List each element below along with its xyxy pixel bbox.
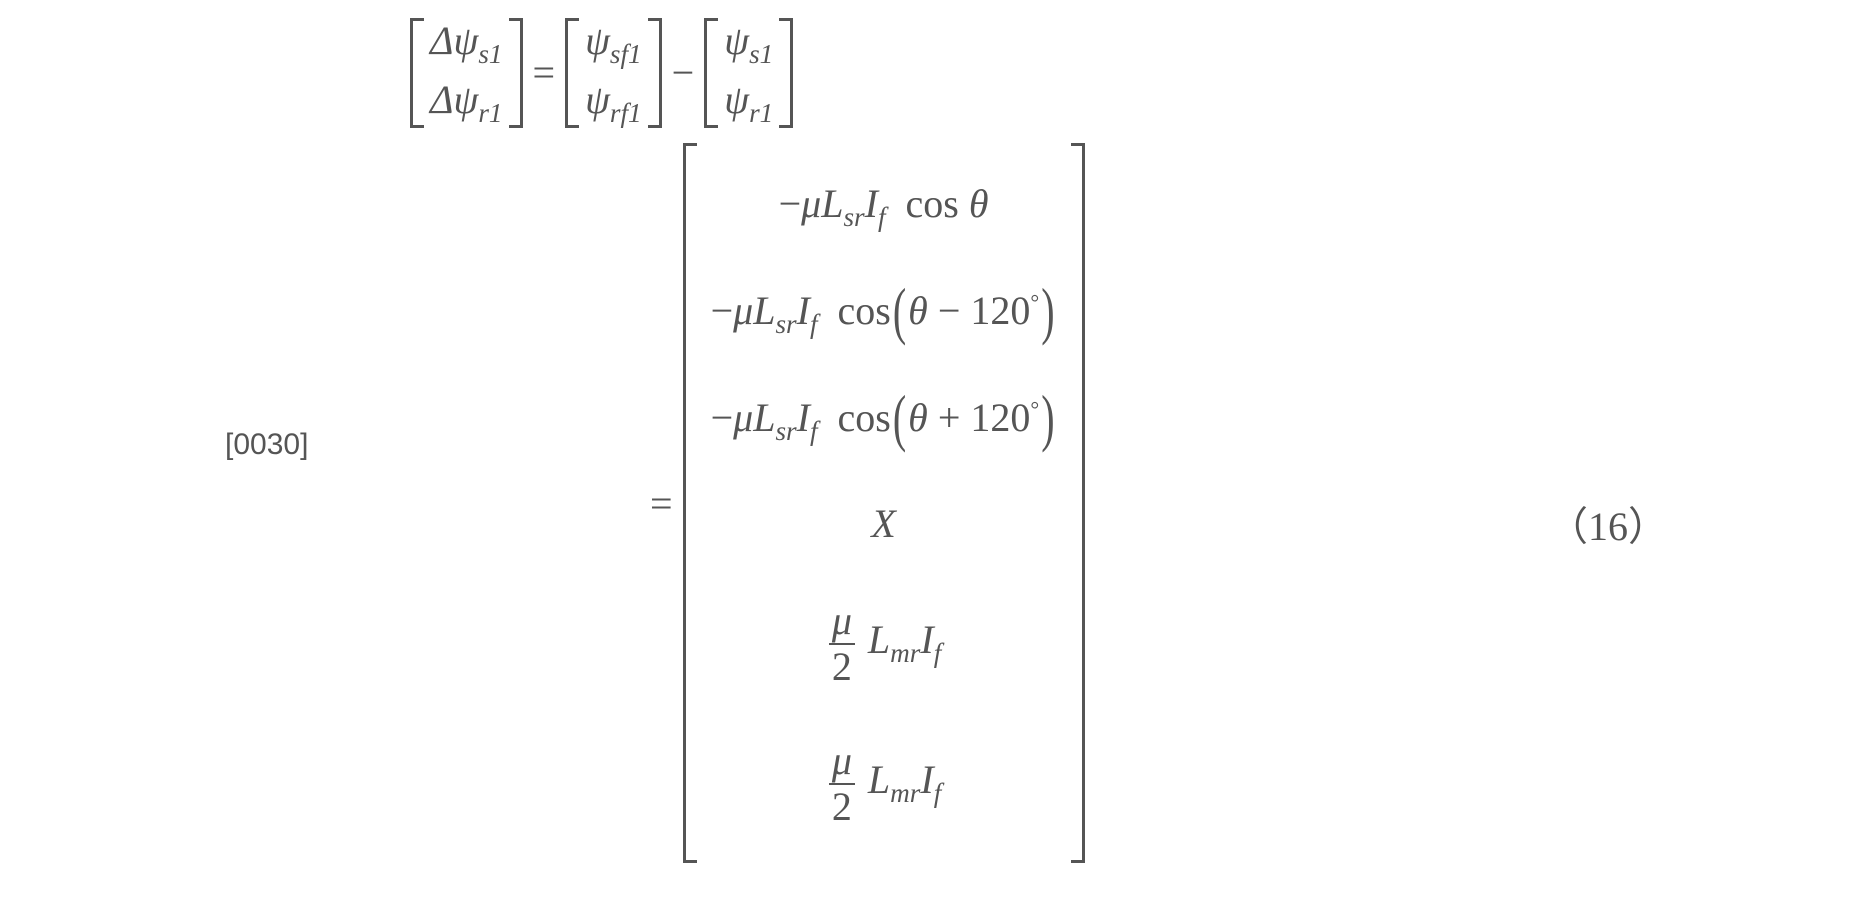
psi-symbol: ψ — [724, 18, 749, 63]
subscript-sr: sr — [843, 202, 864, 232]
left-bracket-icon — [704, 18, 718, 128]
rhs-vector-b: ψs1 ψr1 — [704, 10, 793, 135]
subscript-mr: mr — [890, 778, 920, 808]
L-symbol: L — [753, 288, 775, 333]
number-120: 120 — [970, 288, 1030, 333]
I-symbol: I — [797, 288, 810, 333]
lhs-row-1: Δψs1 — [430, 14, 503, 73]
left-bracket-icon — [565, 18, 579, 128]
rhs-a-row-1: ψsf1 — [585, 14, 642, 73]
right-bracket-icon — [1071, 143, 1085, 863]
theta-symbol: θ — [908, 288, 928, 333]
L-symbol: L — [821, 181, 843, 226]
subscript-f: f — [810, 416, 818, 446]
result-matrix: −μLsrIf cos θ −μLsrIf cos(θ − 120°) −μLs… — [683, 143, 1085, 863]
subscript-mr: mr — [890, 638, 920, 668]
minus-sign: − — [711, 395, 734, 440]
left-paren-icon: ( — [893, 273, 906, 348]
equation-block: Δψs1 Δψr1 = ψsf1 ψrf1 − — [410, 10, 1085, 871]
L-symbol: L — [868, 617, 890, 662]
degree-symbol: ° — [1030, 290, 1039, 315]
subscript-sr: sr — [775, 416, 796, 446]
theta-symbol: θ — [969, 181, 989, 226]
right-bracket-icon — [509, 18, 523, 128]
L-symbol: L — [753, 395, 775, 440]
right-bracket-icon — [648, 18, 662, 128]
minus-sign: − — [938, 288, 961, 333]
matrix-row-4: X — [711, 500, 1057, 547]
matrix-row-3: −μLsrIf cos(θ + 120°) — [711, 394, 1057, 447]
matrix-row-6: μ 2 LmrIf — [711, 741, 1057, 827]
lhs-row-2: Δψr1 — [430, 73, 503, 132]
right-bracket-icon — [779, 18, 793, 128]
mu-symbol: μ — [829, 601, 855, 643]
rhs-a-row-2: ψrf1 — [585, 73, 642, 132]
I-symbol: I — [920, 757, 933, 802]
subscript-s1: s1 — [749, 39, 773, 69]
subscript-r1: r1 — [749, 98, 773, 128]
fraction-mu-over-2: μ 2 — [829, 601, 855, 687]
psi-symbol: ψ — [453, 18, 478, 63]
delta-symbol: Δ — [430, 18, 453, 63]
minus-sign: − — [672, 49, 695, 96]
mu-symbol: μ — [733, 288, 753, 333]
mu-symbol: μ — [733, 395, 753, 440]
number-2: 2 — [829, 643, 855, 687]
psi-symbol: ψ — [585, 18, 610, 63]
number-120: 120 — [970, 395, 1030, 440]
delta-symbol: Δ — [430, 77, 453, 122]
L-symbol: L — [868, 757, 890, 802]
matrix-row-2: −μLsrIf cos(θ − 120°) — [711, 287, 1057, 340]
right-paren-icon: ) — [1041, 273, 1054, 348]
psi-symbol: ψ — [724, 77, 749, 122]
matrix-row-1: −μLsrIf cos θ — [711, 180, 1057, 233]
I-symbol: I — [920, 617, 933, 662]
equals-sign: = — [650, 480, 673, 527]
subscript-s1: s1 — [478, 39, 502, 69]
number-2: 2 — [829, 783, 855, 827]
equation-line-2: = −μLsrIf cos θ −μLsrIf cos(θ − 120°) −μ… — [410, 143, 1085, 863]
I-symbol: I — [865, 181, 878, 226]
mu-symbol: μ — [829, 741, 855, 783]
subscript-rf1: rf1 — [610, 98, 642, 128]
rhs-b-row-2: ψr1 — [724, 73, 773, 132]
left-bracket-icon — [410, 18, 424, 128]
rhs-vector-a: ψsf1 ψrf1 — [565, 10, 662, 135]
equals-sign: = — [533, 49, 556, 96]
minus-sign: − — [779, 181, 802, 226]
fraction-mu-over-2: μ 2 — [829, 741, 855, 827]
psi-symbol: ψ — [453, 77, 478, 122]
left-paren-icon: ( — [893, 379, 906, 454]
subscript-f: f — [810, 309, 818, 339]
subscript-f: f — [878, 202, 886, 232]
theta-symbol: θ — [908, 395, 928, 440]
lhs-vector: Δψs1 Δψr1 — [410, 10, 523, 135]
cos-function: cos — [838, 288, 891, 333]
cos-function: cos — [838, 395, 891, 440]
cos-function: cos — [906, 181, 959, 226]
rhs-b-row-1: ψs1 — [724, 14, 773, 73]
left-bracket-icon — [683, 143, 697, 863]
equation-line-1: Δψs1 Δψr1 = ψsf1 ψrf1 − — [410, 10, 793, 135]
subscript-sf1: sf1 — [610, 39, 642, 69]
subscript-sr: sr — [775, 309, 796, 339]
minus-sign: − — [711, 288, 734, 333]
psi-symbol: ψ — [585, 77, 610, 122]
paragraph-number: [0030] — [225, 428, 308, 462]
matrix-row-5: μ 2 LmrIf — [711, 601, 1057, 687]
degree-symbol: ° — [1030, 396, 1039, 421]
plus-sign: + — [938, 395, 961, 440]
mu-symbol: μ — [801, 181, 821, 226]
I-symbol: I — [797, 395, 810, 440]
right-paren-icon: ) — [1041, 379, 1054, 454]
subscript-r1: r1 — [478, 98, 502, 128]
equation-number: （16） — [1548, 494, 1668, 552]
subscript-f: f — [934, 638, 942, 668]
subscript-f: f — [934, 778, 942, 808]
